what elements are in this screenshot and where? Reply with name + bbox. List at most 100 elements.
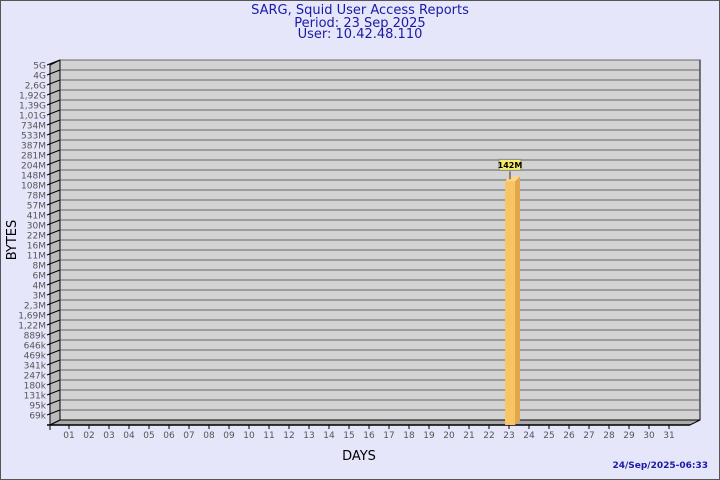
y-tick-label: 2,6G (25, 82, 46, 92)
x-tick-label: 26 (563, 431, 575, 441)
x-tick-label: 25 (543, 431, 554, 441)
x-tick-label: 30 (643, 431, 655, 441)
y-tick-label: 180k (24, 382, 47, 392)
y-tick (46, 219, 61, 226)
x-tick-label: 24 (523, 431, 535, 441)
y-tick-label: 341k (24, 362, 47, 372)
y-tick-label: 387M (21, 142, 46, 152)
y-tick (46, 89, 61, 96)
y-tick (46, 319, 61, 326)
y-tick (46, 359, 61, 366)
y-tick (46, 389, 61, 396)
y-tick (46, 239, 61, 246)
x-tick-label: 08 (203, 431, 215, 441)
y-tick (46, 109, 61, 116)
y-tick (46, 139, 61, 146)
y-tick-label: 95k (29, 402, 46, 412)
timestamp: 24/Sep/2025-06:33 (612, 461, 708, 471)
y-tick (46, 289, 61, 296)
x-tick-label: 15 (343, 431, 354, 441)
x-tick-label: 20 (443, 431, 455, 441)
x-tick-label: 19 (423, 431, 435, 441)
bar (505, 181, 515, 425)
y-tick-label: 734M (21, 122, 46, 132)
y-tick (46, 169, 61, 176)
x-tick-label: 18 (403, 431, 415, 441)
y-tick-label: 11M (27, 252, 46, 262)
y-tick-label: 1,39G (19, 102, 46, 112)
y-tick-label: 148M (21, 172, 46, 182)
x-tick-label: 02 (83, 431, 94, 441)
y-tick-label: 4M (33, 282, 47, 292)
y-axis-label: BYTES (5, 220, 20, 261)
x-tick-label: 10 (243, 431, 255, 441)
bar-top (505, 176, 520, 182)
data-label: 142M (498, 161, 523, 170)
y-tick (46, 379, 61, 386)
y-tick (46, 189, 61, 196)
chart-user: User: 10.42.48.110 (297, 27, 423, 42)
x-tick-label: 05 (143, 431, 154, 441)
x-tick-label: 06 (163, 431, 175, 441)
x-tick-label: 28 (603, 431, 615, 441)
y-tick-label: 646k (24, 342, 47, 352)
x-tick-label: 16 (363, 431, 375, 441)
x-axis-label: DAYS (342, 449, 376, 464)
x-tick-label: 12 (283, 431, 294, 441)
y-tick (46, 339, 61, 346)
y-tick (46, 329, 61, 336)
y-tick-label: 16M (27, 242, 46, 252)
y-tick-label: 889k (24, 332, 47, 342)
x-tick-label: 01 (63, 431, 74, 441)
x-tick-label: 29 (623, 431, 635, 441)
chart-title: SARG, Squid User Access Reports (251, 3, 469, 18)
x-tick-label: 27 (583, 431, 594, 441)
y-tick-label: 69k (29, 412, 46, 422)
x-tick-label: 31 (663, 431, 674, 441)
y-tick-label: 30M (27, 222, 46, 232)
x-tick-label: 14 (323, 431, 335, 441)
y-tick-label: 131k (24, 392, 47, 402)
y-tick (46, 349, 61, 356)
y-tick-label: 5G (33, 62, 46, 72)
y-tick-label: 6M (33, 272, 47, 282)
x-tick-label: 17 (383, 431, 394, 441)
y-tick-label: 78M (27, 192, 46, 202)
y-tick-label: 533M (21, 132, 46, 142)
x-tick-label: 21 (463, 431, 474, 441)
y-tick (46, 299, 61, 306)
y-tick-label: 1,22M (18, 322, 46, 332)
y-tick (46, 249, 61, 256)
y-tick (46, 209, 61, 216)
y-tick (46, 69, 61, 76)
y-tick-label: 2,3M (24, 302, 46, 312)
y-tick-label: 247k (24, 372, 47, 382)
data-label-box (498, 158, 522, 171)
y-tick (46, 99, 61, 106)
y-tick-label: 8M (33, 262, 47, 272)
y-tick (46, 269, 61, 276)
x-tick-label: 23 (503, 431, 514, 441)
y-tick (46, 149, 61, 156)
y-tick (46, 179, 61, 186)
x-tick-label: 11 (263, 431, 274, 441)
y-tick-label: 1,92G (19, 92, 46, 102)
y-tick (46, 119, 61, 126)
y-tick-label: 469k (24, 352, 47, 362)
y-tick (46, 309, 61, 316)
x-tick-label: 03 (103, 431, 114, 441)
y-tick (46, 259, 61, 266)
y-tick (46, 409, 61, 416)
y-tick (46, 199, 61, 206)
x-tick-label: 09 (223, 431, 235, 441)
x-tick-label: 07 (183, 431, 194, 441)
bar-side (515, 176, 520, 425)
y-tick (46, 369, 61, 376)
y-tick-label: 1,69M (18, 312, 46, 322)
y-tick-label: 3M (33, 292, 47, 302)
y-tick-label: 281M (21, 152, 46, 162)
y-tick-label: 108M (21, 182, 46, 192)
chart-period: Period: 23 Sep 2025 (294, 16, 426, 31)
y-tick-label: 204M (21, 162, 46, 172)
